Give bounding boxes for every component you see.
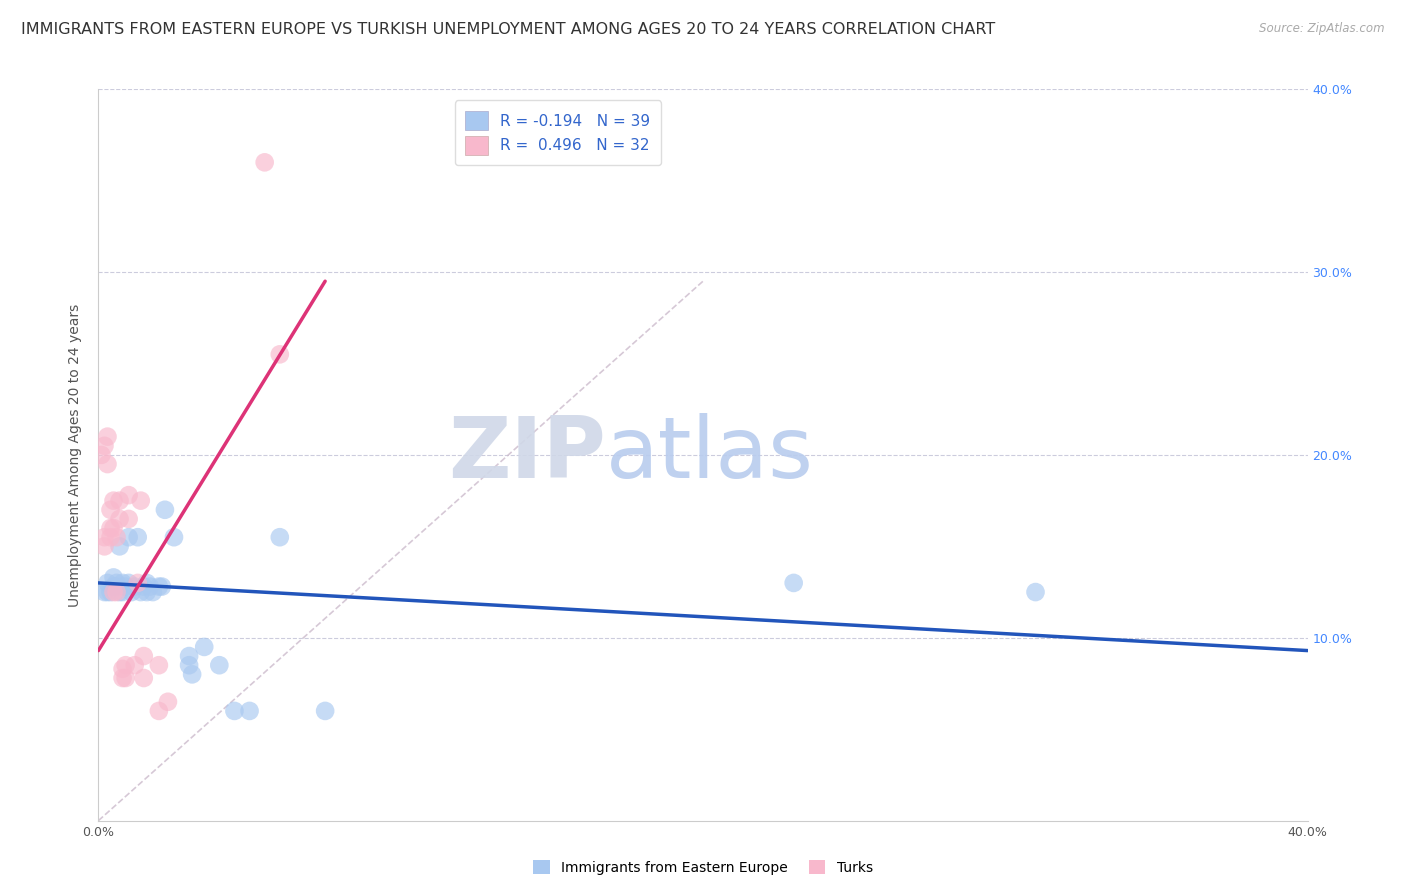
Point	[118, 576, 141, 591]
Point	[139, 580, 162, 594]
Point	[100, 530, 122, 544]
Point	[193, 640, 215, 654]
Point	[90, 448, 112, 462]
Point	[111, 662, 134, 676]
Point	[103, 580, 125, 594]
Point	[129, 493, 152, 508]
Point	[314, 704, 336, 718]
Point	[96, 585, 118, 599]
Point	[179, 658, 201, 673]
Point	[135, 585, 157, 599]
Point	[96, 576, 118, 591]
Point	[132, 649, 155, 664]
Point	[127, 576, 149, 591]
Point	[118, 530, 141, 544]
Point	[181, 667, 204, 681]
Point	[121, 585, 143, 599]
Point	[163, 530, 186, 544]
Text: IMMIGRANTS FROM EASTERN EUROPE VS TURKISH UNEMPLOYMENT AMONG AGES 20 TO 24 YEARS: IMMIGRANTS FROM EASTERN EUROPE VS TURKIS…	[21, 22, 995, 37]
Point	[111, 671, 134, 685]
Point	[96, 430, 118, 444]
Point	[148, 580, 170, 594]
Text: ZIP: ZIP	[449, 413, 606, 497]
Point	[93, 585, 115, 599]
Point	[148, 658, 170, 673]
Point	[253, 155, 276, 169]
Point	[269, 347, 291, 361]
Legend: Immigrants from Eastern Europe, Turks: Immigrants from Eastern Europe, Turks	[527, 855, 879, 880]
Point	[111, 576, 134, 591]
Point	[224, 704, 246, 718]
Text: Source: ZipAtlas.com: Source: ZipAtlas.com	[1260, 22, 1385, 36]
Point	[114, 671, 136, 685]
Point	[100, 503, 122, 517]
Point	[111, 585, 134, 599]
Point	[100, 521, 122, 535]
Point	[142, 585, 165, 599]
Point	[127, 530, 149, 544]
Point	[132, 671, 155, 685]
Point	[150, 580, 173, 594]
Point	[179, 649, 201, 664]
Point	[239, 704, 262, 718]
Point	[156, 695, 179, 709]
Point	[1024, 585, 1046, 599]
Point	[114, 580, 136, 594]
Point	[118, 488, 141, 502]
Point	[103, 493, 125, 508]
Point	[93, 439, 115, 453]
Point	[124, 580, 146, 594]
Point	[108, 493, 131, 508]
Point	[93, 530, 115, 544]
Point	[108, 539, 131, 553]
Text: atlas: atlas	[606, 413, 814, 497]
Point	[135, 576, 157, 591]
Y-axis label: Unemployment Among Ages 20 to 24 years: Unemployment Among Ages 20 to 24 years	[69, 303, 83, 607]
Legend: R = -0.194   N = 39, R =  0.496   N = 32: R = -0.194 N = 39, R = 0.496 N = 32	[454, 101, 661, 165]
Point	[105, 576, 128, 591]
Point	[118, 512, 141, 526]
Point	[105, 530, 128, 544]
Point	[148, 704, 170, 718]
Point	[108, 512, 131, 526]
Point	[105, 585, 128, 599]
Point	[100, 585, 122, 599]
Point	[129, 585, 152, 599]
Point	[103, 521, 125, 535]
Point	[269, 530, 291, 544]
Point	[124, 658, 146, 673]
Point	[103, 570, 125, 584]
Point	[153, 503, 176, 517]
Point	[96, 457, 118, 471]
Point	[103, 585, 125, 599]
Point	[105, 580, 128, 594]
Point	[114, 658, 136, 673]
Point	[783, 576, 806, 591]
Point	[208, 658, 231, 673]
Point	[132, 580, 155, 594]
Point	[93, 539, 115, 553]
Point	[108, 585, 131, 599]
